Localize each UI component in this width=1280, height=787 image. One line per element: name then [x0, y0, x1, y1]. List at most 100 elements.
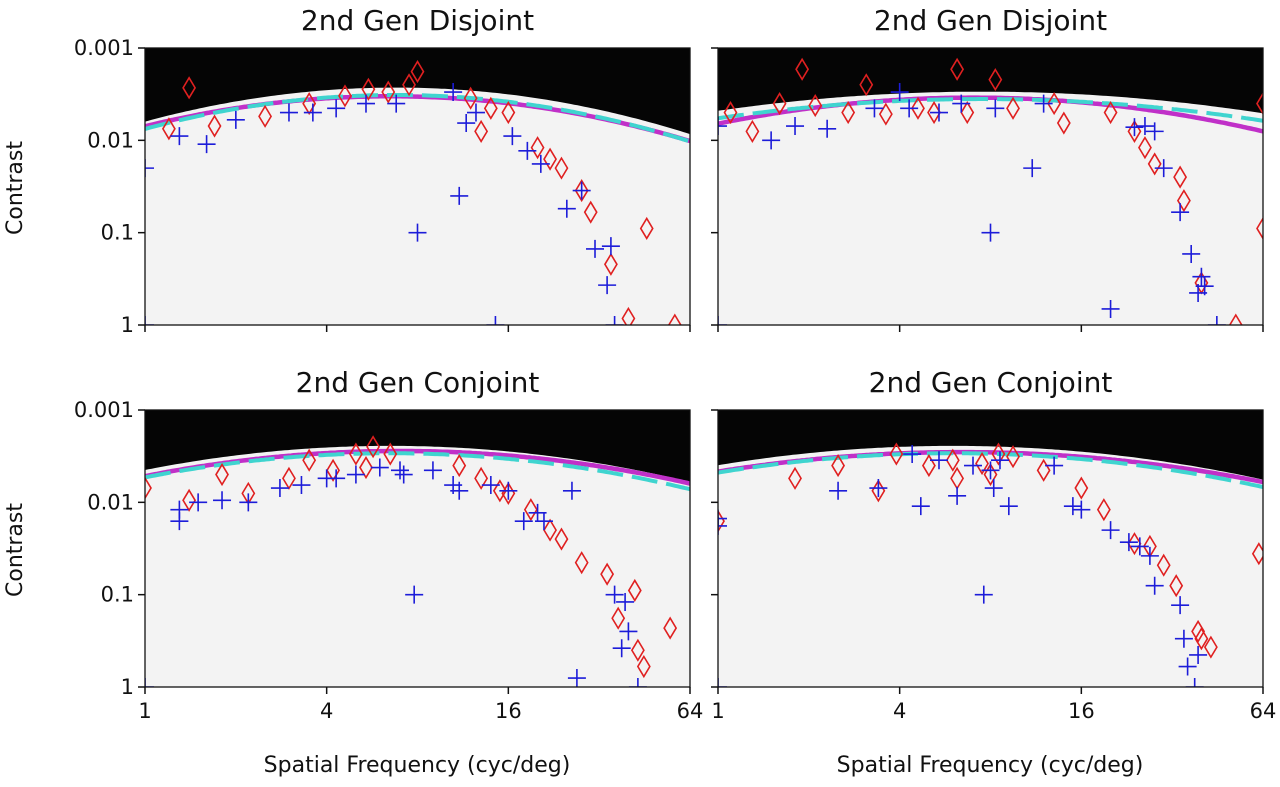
diamond-point [841, 100, 856, 125]
diamond-point [988, 68, 1003, 92]
plus-point [601, 237, 620, 256]
diamond-point [1203, 635, 1218, 659]
plus-point [270, 479, 289, 498]
diamond-point [402, 73, 416, 97]
plus-point [450, 481, 469, 500]
plus-point [974, 585, 993, 604]
y-tick-label: 0.001 [74, 36, 134, 60]
diamond-point [1103, 100, 1118, 125]
map-layer-4 [718, 445, 1263, 687]
diamond-point [627, 578, 642, 602]
y-tick-label: 0.1 [101, 583, 134, 607]
plus-point [762, 131, 781, 150]
diamond-point [359, 455, 373, 480]
probability-map [145, 410, 690, 687]
diamond-point [207, 114, 222, 138]
panel-title: 2nd Gen Disjoint [301, 4, 534, 37]
data-points [718, 442, 1263, 687]
diamond-point [772, 92, 787, 116]
plus-point [1195, 277, 1214, 296]
plus-point [984, 479, 1003, 498]
plus-point [457, 114, 476, 133]
y-axis-label-top: Contrast [3, 141, 28, 235]
diamond-point [960, 100, 975, 125]
diamond-point [282, 466, 296, 490]
diamond-point [215, 462, 229, 487]
plus-point [999, 497, 1018, 516]
diamond-point [258, 104, 273, 128]
plus-point [865, 99, 884, 118]
plus-point [986, 99, 1005, 118]
diamond-point [603, 252, 618, 276]
map-layer-4 [718, 91, 1263, 325]
map-layer-4 [145, 87, 690, 325]
diamond-point [161, 117, 176, 141]
diamond-point [1127, 532, 1142, 556]
plus-point [948, 486, 967, 505]
y-tick-label: 0.01 [87, 490, 134, 514]
plus-point [197, 135, 216, 154]
plus-point [1101, 299, 1120, 318]
data-points [145, 60, 682, 325]
plus-point [503, 127, 522, 146]
plus-point [1063, 497, 1082, 516]
plus-point [562, 481, 581, 500]
x-axis-label-right: Spatial Frequency (cyc/deg) [837, 753, 1144, 778]
y-tick-label: 1 [121, 313, 134, 337]
x-tick-label: 16 [495, 699, 522, 723]
diamond-point [1194, 627, 1209, 651]
plus-point [145, 159, 154, 178]
plus-point [981, 223, 1000, 242]
plus-point [929, 103, 948, 122]
plus-point [1119, 533, 1138, 552]
diamond-point [630, 638, 645, 662]
plus-point [1174, 629, 1193, 648]
diamond-point [492, 479, 507, 503]
plus-point [405, 585, 424, 604]
plus-point [1185, 678, 1204, 687]
x-tick-label: 64 [677, 699, 704, 723]
x-tick-label: 64 [1250, 699, 1277, 723]
diamond-point [975, 451, 989, 476]
probability-map [718, 48, 1263, 325]
fit-curve-dashed [145, 93, 690, 144]
diamond-point [1147, 152, 1162, 176]
plus-point [829, 481, 848, 500]
diamond-point [1074, 476, 1089, 500]
fit-curve-dashed [145, 451, 690, 492]
plus-point [518, 141, 537, 160]
panel-3: 1 4 16 64 0.001 0.01 0.1 1 2nd Gen Conjoint [74, 366, 703, 723]
plus-point [394, 465, 413, 484]
diamond-point [530, 136, 545, 160]
diamond-point [302, 92, 317, 116]
diamond-point [302, 448, 317, 472]
plus-point [718, 516, 727, 535]
panel-2: 2nd Gen Disjoint [711, 4, 1264, 332]
diamond-point [1056, 111, 1071, 135]
plus-point [423, 461, 442, 480]
plus-point [213, 491, 232, 510]
plus-point [1207, 316, 1226, 325]
y-tick-label: 0.1 [101, 221, 134, 245]
plus-point [1034, 94, 1053, 113]
plus-point [1182, 244, 1201, 263]
x-tick-label: 1 [711, 699, 724, 723]
plus-point [786, 117, 805, 136]
probability-map [718, 410, 1263, 687]
plus-point [292, 476, 311, 495]
diamond-point [338, 84, 352, 108]
diamond-point [474, 119, 489, 143]
diamond-point [795, 57, 810, 81]
plus-point [718, 117, 727, 136]
plus-point [628, 678, 647, 687]
plus-point [534, 512, 553, 531]
diamond-point [831, 454, 846, 478]
plus-point [1072, 500, 1091, 519]
plus-point [903, 445, 922, 464]
plus-point [481, 476, 500, 495]
plus-point [929, 451, 948, 470]
panel-title: 2nd Gen Disjoint [874, 4, 1107, 37]
map-layer-4 [145, 445, 690, 687]
diamond-point [1096, 498, 1111, 522]
